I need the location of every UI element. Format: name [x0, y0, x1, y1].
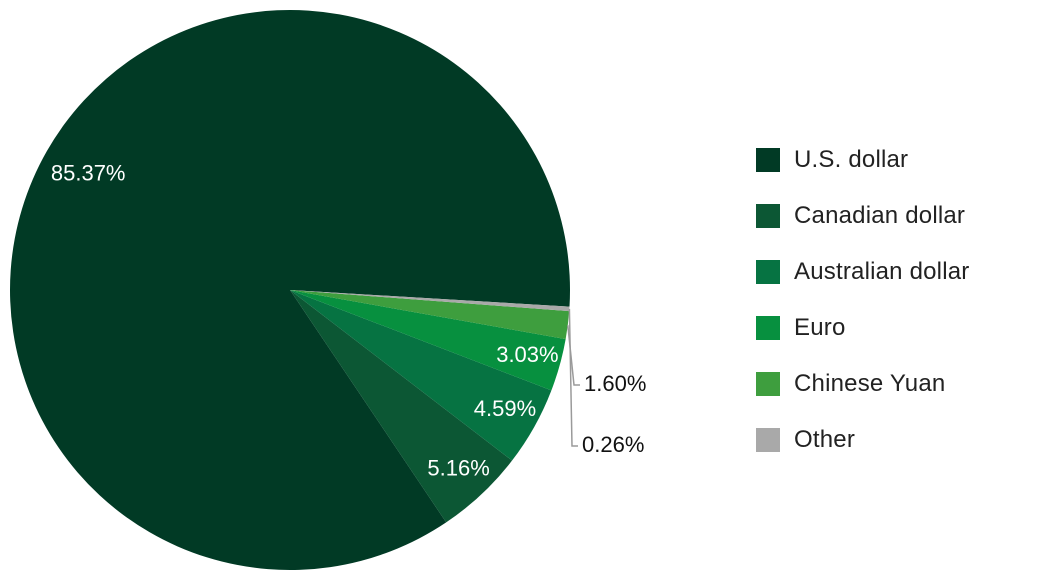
legend-label: U.S. dollar — [794, 146, 909, 173]
chart-legend: U.S. dollar Canadian dollar Australian d… — [756, 132, 970, 468]
legend-label: Canadian dollar — [794, 202, 966, 229]
legend-label: Chinese Yuan — [794, 370, 946, 397]
pie-slice-other — [290, 290, 570, 312]
legend-label: Australian dollar — [794, 258, 970, 285]
legend-item-australian-dollar: Australian dollar — [756, 244, 970, 300]
legend-swatch — [756, 372, 780, 396]
pie-slice-chinese-yuan — [290, 290, 570, 340]
data-label-canadian-dollar: 5.16% — [427, 456, 489, 481]
legend-swatch — [756, 204, 780, 228]
legend-item-euro: Euro — [756, 300, 970, 356]
legend-label: Euro — [794, 314, 846, 341]
pie-slice-euro — [290, 290, 566, 391]
legend-swatch — [756, 428, 780, 452]
pie-slice-canadian-dollar — [290, 290, 513, 523]
legend-item-other: Other — [756, 412, 970, 468]
legend-swatch — [756, 260, 780, 284]
data-label-other: 0.26% — [582, 432, 644, 457]
legend-swatch — [756, 316, 780, 340]
pie-slice-u-s-dollar — [10, 9, 571, 570]
data-label-chinese-yuan: 1.60% — [584, 371, 646, 396]
legend-swatch — [756, 148, 780, 172]
data-label-euro: 3.03% — [496, 342, 558, 367]
data-label-australian-dollar: 4.59% — [474, 396, 536, 421]
pie-slice-australian-dollar — [290, 290, 552, 461]
legend-item-chinese-yuan: Chinese Yuan — [756, 356, 970, 412]
legend-item-us-dollar: U.S. dollar — [756, 132, 970, 188]
legend-label: Other — [794, 426, 856, 453]
legend-item-canadian-dollar: Canadian dollar — [756, 188, 970, 244]
leader-line-other — [568, 308, 578, 447]
data-label-u-s-dollar: 85.37% — [51, 161, 126, 186]
